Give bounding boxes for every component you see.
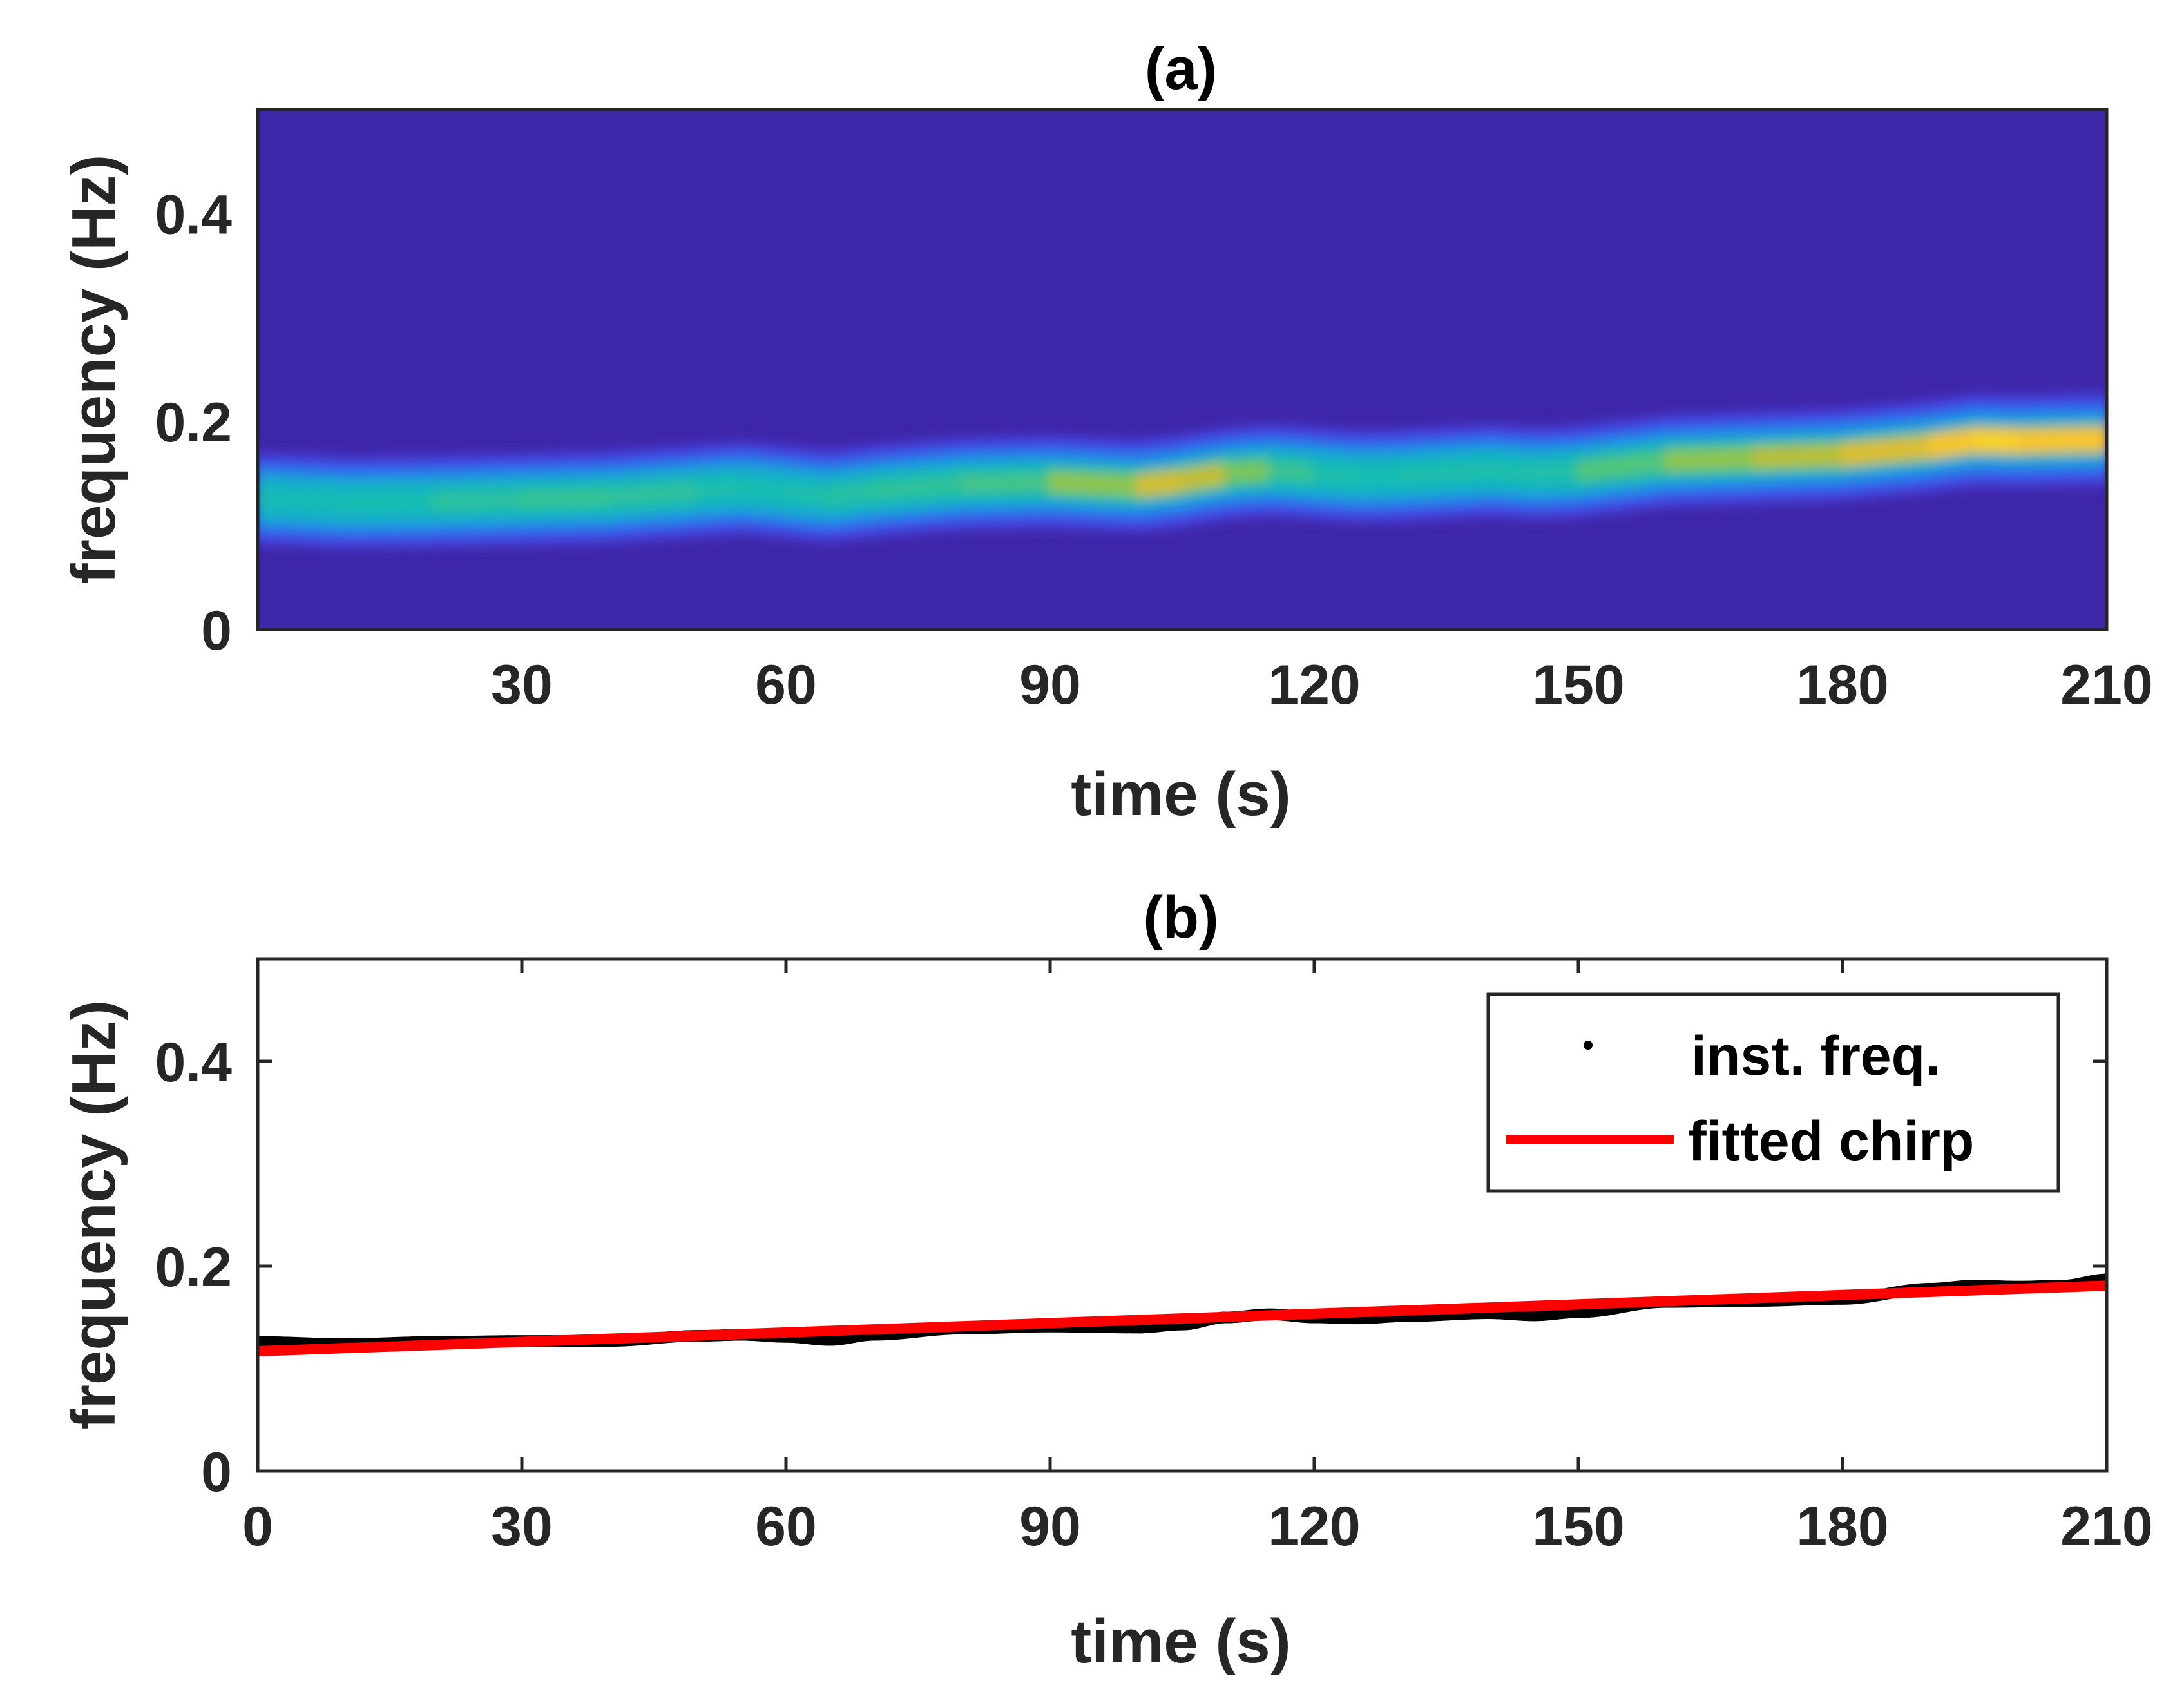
y-tick-label: 0.2: [155, 392, 232, 454]
y-tick-label: 0: [201, 600, 232, 662]
x-tick-label: 90: [1019, 1496, 1081, 1557]
heatmap-cell: [872, 476, 964, 499]
x-tick-label: 0: [242, 1496, 273, 1557]
heatmap-cell: [1928, 432, 1977, 454]
heatmap-cell: [740, 481, 788, 500]
panel-b-xlabel: time (s): [1071, 1607, 1290, 1676]
heatmap-cell: [696, 481, 744, 499]
heatmap-cell: [1224, 463, 1272, 481]
heatmap-cell: [1576, 454, 1669, 479]
legend-fitted-chirp-label: fitted chirp: [1688, 1110, 1974, 1172]
heatmap-cell: [258, 491, 348, 510]
panel-b-frame: [256, 957, 2109, 1473]
heatmap-cell: [343, 494, 436, 510]
heatmap-cell: [1973, 432, 2021, 449]
x-tick-label: 180: [1796, 654, 1889, 716]
heatmap-cell: [1312, 466, 1361, 485]
legend-inst-freq-marker: [1584, 1041, 1593, 1050]
x-tick-label: 180: [1796, 1496, 1889, 1557]
x-tick-label: 210: [2060, 1496, 2153, 1557]
panel-b-title: (b): [1143, 885, 1218, 950]
heatmap-cell: [1664, 450, 1757, 468]
y-tick-label: 0: [201, 1441, 232, 1503]
y-tick-label: 0.4: [155, 1032, 232, 1093]
heatmap-cell: [828, 484, 876, 504]
x-tick-label: 60: [755, 1496, 817, 1557]
heatmap-cell: [1136, 473, 1184, 494]
panel-a: (a) 30 60 90 120 150 180 210 0 0.2 0.4 time (s) f…: [59, 36, 2153, 829]
x-tick-label: 150: [1532, 1496, 1625, 1557]
heatmap-cell: [2016, 432, 2107, 449]
heatmap-cell: [1268, 463, 1316, 481]
panel-a-ylabel: frequency (Hz): [59, 155, 128, 584]
heatmap-ridge: [258, 392, 2107, 550]
x-tick-label: 120: [1268, 1496, 1361, 1557]
heatmap-cell: [432, 492, 524, 509]
legend-box: [1486, 992, 2060, 1193]
y-tick-label: 0.2: [155, 1237, 232, 1298]
heatmap-cell: [784, 485, 832, 504]
heatmap-cell: [520, 490, 612, 507]
panel-a-axes: 30 60 90 120 150 180 210 0 0.2 0.4: [155, 184, 2152, 716]
heatmap-cell: [608, 484, 700, 505]
legend-inst-freq-label: inst. freq.: [1691, 1025, 1940, 1087]
y-tick-label: 0.4: [155, 184, 232, 246]
heatmap-cell: [1356, 468, 1404, 485]
heatmap-background: [258, 110, 2107, 630]
heatmap-cell: [1532, 464, 1580, 481]
heatmap-cell: [1180, 466, 1229, 488]
x-tick-label: 60: [755, 654, 817, 716]
x-tick-label: 120: [1268, 654, 1361, 716]
x-tick-label: 210: [2060, 654, 2153, 716]
x-tick-label: 30: [491, 1496, 553, 1557]
panel-b-axes: 0 30 60 90 120 150 180 210 0 0.2 0.4: [155, 959, 2153, 1557]
heatmap-cell: [1841, 439, 1933, 463]
panel-a-title: (a): [1145, 36, 1217, 102]
legend: inst. freq. fitted chirp: [1486, 992, 2060, 1193]
panel-a-xlabel: time (s): [1071, 760, 1290, 829]
heatmap-cell: [1752, 447, 1844, 465]
heatmap-cell: [960, 474, 1052, 492]
fitted-chirp-line: [258, 1280, 2107, 1356]
heatmap-cell: [1488, 463, 1537, 481]
x-tick-label: 30: [491, 654, 553, 716]
x-tick-label: 150: [1532, 654, 1625, 716]
panel-a-frame: [256, 108, 2109, 631]
panel-b-series: [258, 1273, 2107, 1356]
heatmap-cell: [1400, 463, 1493, 483]
panel-b-ylabel: frequency (Hz): [59, 1000, 128, 1430]
heatmap-cell: [1048, 474, 1140, 494]
x-tick-label: 90: [1019, 654, 1081, 716]
